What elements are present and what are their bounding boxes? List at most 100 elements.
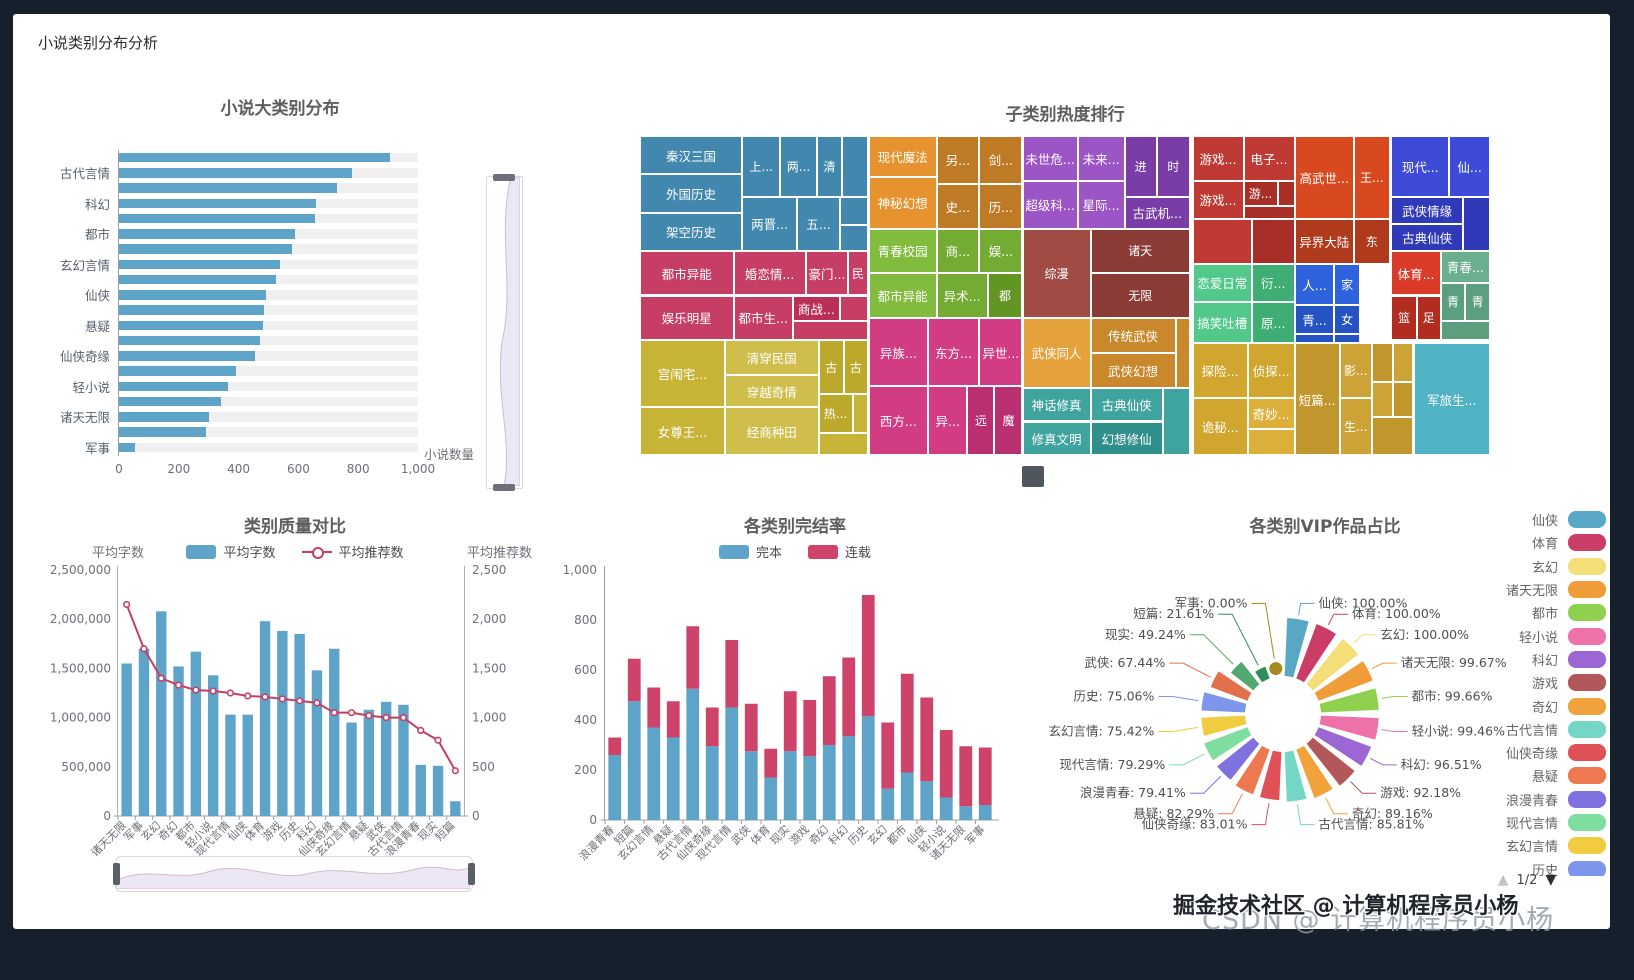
treemap-block[interactable]: 游戏... bbox=[1192, 136, 1244, 181]
line-marker[interactable] bbox=[313, 699, 321, 707]
legend-item[interactable]: 平均字数 bbox=[186, 542, 276, 561]
datazoom-handle-left[interactable] bbox=[113, 863, 120, 885]
rose-petal[interactable] bbox=[1217, 737, 1260, 780]
completed-bar[interactable] bbox=[686, 688, 700, 820]
treemap-block[interactable]: 诸天 bbox=[1090, 228, 1190, 274]
treemap-block[interactable]: 高武世... bbox=[1294, 136, 1354, 219]
horizontal-datazoom-slider[interactable] bbox=[113, 856, 475, 892]
treemap-block[interactable] bbox=[1462, 196, 1490, 251]
treemap-block[interactable]: 神秘幻想 bbox=[868, 177, 937, 229]
completed-bar[interactable] bbox=[725, 707, 739, 821]
completed-bar[interactable] bbox=[764, 777, 778, 821]
completed-bar[interactable] bbox=[900, 772, 914, 821]
line-marker[interactable] bbox=[209, 687, 217, 695]
treemap-block[interactable]: 时 bbox=[1156, 136, 1190, 197]
treemap-block[interactable]: 侦探... bbox=[1247, 343, 1295, 398]
completed-bar[interactable] bbox=[959, 806, 973, 820]
avg-words-bar[interactable] bbox=[398, 704, 409, 816]
treemap-block[interactable]: 青春校园 bbox=[868, 228, 937, 274]
treemap-block[interactable] bbox=[793, 321, 868, 341]
treemap-block[interactable]: 剑... bbox=[979, 136, 1023, 184]
treemap-block[interactable] bbox=[1192, 218, 1252, 264]
line-marker[interactable] bbox=[278, 695, 286, 703]
avg-words-bar[interactable] bbox=[380, 701, 392, 816]
treemap-block[interactable]: 民 bbox=[848, 250, 868, 296]
treemap-block[interactable]: 进 bbox=[1124, 136, 1157, 197]
avg-words-bar[interactable] bbox=[294, 633, 305, 816]
avg-words-bar[interactable] bbox=[277, 631, 288, 816]
serializing-bar[interactable] bbox=[764, 748, 778, 778]
treemap-block[interactable]: 现代魔法 bbox=[868, 136, 937, 178]
avg-words-bar[interactable] bbox=[450, 801, 461, 816]
treemap-block[interactable]: 异界大陆 bbox=[1294, 218, 1354, 264]
treemap-block[interactable]: 古 bbox=[844, 340, 868, 395]
treemap-block[interactable]: 女尊王... bbox=[640, 407, 725, 455]
rose-petal[interactable] bbox=[1230, 661, 1260, 691]
treemap-block[interactable] bbox=[1294, 333, 1335, 344]
treemap-block[interactable]: 宫闱宅... bbox=[640, 340, 725, 408]
avg-words-bar[interactable] bbox=[138, 648, 150, 816]
line-marker[interactable] bbox=[296, 697, 304, 705]
rose-petal[interactable] bbox=[1306, 737, 1355, 786]
vip-legend-item[interactable]: 游戏 bbox=[1448, 671, 1606, 694]
avg-words-bar[interactable] bbox=[415, 764, 426, 816]
treemap-block[interactable] bbox=[1371, 381, 1394, 417]
treemap-block[interactable]: 两晋... bbox=[742, 196, 798, 251]
serializing-bar[interactable] bbox=[861, 595, 875, 717]
treemap-block[interactable] bbox=[852, 394, 868, 433]
serializing-bar[interactable] bbox=[666, 701, 680, 738]
serializing-bar[interactable] bbox=[803, 700, 817, 757]
treemap-block[interactable]: 幻想修仙 bbox=[1090, 421, 1163, 455]
completed-bar[interactable] bbox=[842, 736, 856, 820]
treemap-block[interactable] bbox=[1334, 333, 1360, 344]
avg-words-bar[interactable] bbox=[225, 714, 236, 816]
serializing-bar[interactable] bbox=[900, 673, 914, 773]
treemap-block[interactable]: 都市异能 bbox=[868, 273, 937, 318]
line-marker[interactable] bbox=[417, 726, 425, 734]
bar[interactable] bbox=[119, 305, 264, 315]
legend-item[interactable]: 完本 bbox=[718, 542, 782, 561]
treemap-block[interactable]: 电子... bbox=[1243, 136, 1295, 181]
treemap-block[interactable] bbox=[1371, 416, 1414, 455]
bar[interactable] bbox=[119, 381, 229, 392]
line-marker[interactable] bbox=[123, 600, 131, 609]
treemap-block[interactable]: 搞笑吐槽 bbox=[1192, 301, 1252, 344]
completed-bar[interactable] bbox=[920, 781, 934, 820]
avg-words-bar[interactable] bbox=[190, 651, 202, 816]
serializing-bar[interactable] bbox=[842, 657, 856, 737]
treemap-block[interactable]: 古武机... bbox=[1124, 196, 1190, 229]
treemap-block[interactable]: 上... bbox=[742, 136, 781, 197]
avg-words-bar[interactable] bbox=[121, 663, 132, 816]
treemap-block[interactable]: 魔 bbox=[994, 386, 1023, 455]
treemap-block[interactable] bbox=[1393, 381, 1414, 417]
line-marker[interactable] bbox=[244, 692, 252, 700]
completed-bar[interactable] bbox=[608, 755, 622, 820]
vip-legend-item[interactable]: 玄幻言情 bbox=[1448, 834, 1606, 857]
treemap-block[interactable] bbox=[839, 225, 868, 251]
treemap-block[interactable]: 未世危... bbox=[1022, 136, 1078, 181]
treemap-block[interactable] bbox=[839, 196, 868, 226]
legend-item[interactable]: 平均推荐数 bbox=[301, 542, 404, 561]
treemap-block[interactable] bbox=[1175, 317, 1190, 388]
treemap-block[interactable]: 古 bbox=[818, 340, 844, 395]
treemap-block[interactable]: 人... bbox=[1294, 263, 1335, 306]
bar[interactable] bbox=[119, 229, 296, 239]
completed-bar[interactable] bbox=[803, 756, 817, 820]
treemap-block[interactable]: 超级科... bbox=[1022, 180, 1078, 229]
rose-petal[interactable] bbox=[1259, 750, 1282, 801]
serializing-bar[interactable] bbox=[744, 703, 758, 752]
treemap-block[interactable]: 穿越奇情 bbox=[725, 375, 819, 408]
vip-legend-item[interactable]: 仙侠奇缘 bbox=[1448, 741, 1606, 764]
treemap-block[interactable]: 家 bbox=[1334, 263, 1360, 306]
treemap-block[interactable]: 娱... bbox=[979, 228, 1023, 274]
treemap-block[interactable]: 诡秘... bbox=[1192, 397, 1248, 455]
treemap-block[interactable]: 游... bbox=[1243, 180, 1278, 207]
vip-legend-item[interactable]: 仙侠 bbox=[1448, 508, 1606, 531]
bar[interactable] bbox=[119, 396, 221, 407]
treemap-block[interactable]: 游戏... bbox=[1192, 180, 1244, 219]
treemap-block[interactable] bbox=[1162, 388, 1190, 455]
treemap-block[interactable]: 经商种田 bbox=[725, 407, 819, 455]
avg-words-bar[interactable] bbox=[259, 621, 271, 816]
bar[interactable] bbox=[119, 442, 136, 453]
treemap-block[interactable] bbox=[1252, 218, 1295, 264]
